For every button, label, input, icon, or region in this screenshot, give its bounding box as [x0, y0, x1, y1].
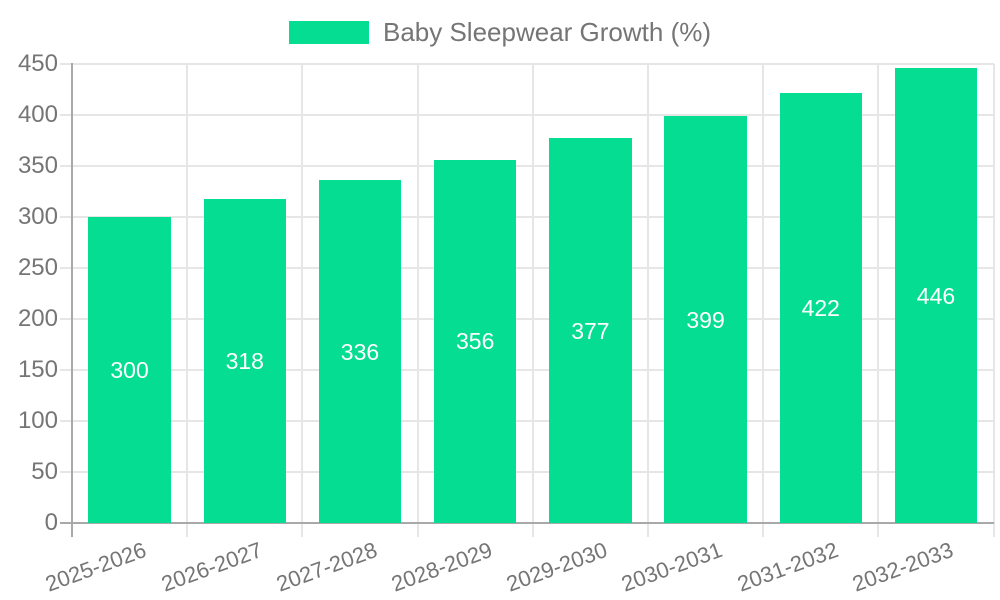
v-gridline: [877, 64, 880, 523]
y-tick-mark: [60, 63, 72, 65]
legend-label: Baby Sleepwear Growth (%): [382, 17, 712, 47]
y-tick-mark: [60, 420, 72, 422]
v-gridline: [992, 64, 995, 523]
y-tick-mark: [60, 216, 72, 218]
x-tick-mark: [301, 523, 304, 537]
y-tick-label: 450: [17, 50, 58, 77]
bar-2032-2033: 446: [894, 68, 978, 523]
bar-2026-2027: 318: [203, 198, 286, 523]
x-tick-label: 2026-2027: [157, 537, 266, 597]
v-gridline: [186, 64, 189, 523]
x-tick-label: 2025-2026: [42, 537, 150, 597]
bar-value-label: 356: [456, 328, 495, 355]
y-axis-line: [71, 63, 73, 537]
bar-2027-2028: 336: [318, 180, 402, 523]
bar-2031-2032: 422: [779, 92, 862, 523]
bar-2030-2031: 399: [664, 116, 747, 523]
y-tick-label: 300: [17, 203, 58, 230]
bar-value-label: 422: [801, 294, 840, 321]
y-tick-label: 350: [17, 152, 58, 179]
x-axis-line: [60, 522, 994, 524]
x-tick-label: 2028-2029: [387, 537, 496, 597]
x-tick-mark: [992, 523, 995, 537]
bar-2025-2026: 300: [88, 217, 171, 523]
bar-value-label: 446: [916, 282, 956, 309]
bar-2029-2030: 377: [549, 138, 632, 523]
bar-value-label: 300: [110, 357, 149, 383]
x-tick-label: 2032-2033: [848, 537, 957, 597]
y-tick-mark: [60, 114, 72, 116]
y-tick-mark: [60, 318, 72, 320]
x-tick-mark: [416, 523, 419, 537]
y-tick-label: 50: [31, 458, 58, 485]
x-tick-mark: [531, 523, 534, 537]
x-tick-label: 2027-2028: [272, 537, 381, 597]
y-tick-mark: [60, 471, 72, 473]
bar-value-label: 399: [686, 306, 725, 333]
y-tick-label: 250: [17, 254, 58, 281]
y-tick-label: 0: [44, 509, 58, 536]
v-gridline: [647, 64, 649, 523]
legend-swatch: [288, 20, 369, 44]
y-tick-mark: [60, 267, 72, 269]
x-tick-label: 2029-2030: [503, 537, 611, 597]
bar-2028-2029: 356: [434, 159, 517, 523]
bar-value-label: 377: [571, 317, 610, 344]
x-tick-mark: [877, 523, 880, 537]
bar-value-label: 318: [225, 347, 264, 374]
v-gridline: [416, 64, 419, 523]
y-tick-label: 200: [17, 305, 58, 332]
x-tick-mark: [762, 523, 765, 537]
y-tick-label: 150: [17, 356, 58, 383]
v-gridline: [301, 64, 304, 523]
bar-value-label: 336: [340, 338, 380, 365]
y-tick-mark: [60, 165, 72, 167]
y-tick-mark: [60, 369, 72, 371]
y-tick-label: 100: [17, 407, 58, 434]
legend-item[interactable]: Baby Sleepwear Growth (%): [0, 17, 1000, 47]
x-tick-label: 2031-2032: [733, 537, 842, 597]
x-tick-mark: [647, 523, 649, 537]
v-gridline: [531, 64, 534, 523]
x-tick-mark: [186, 523, 189, 537]
v-gridline: [762, 64, 765, 523]
x-tick-label: 2030-2031: [618, 537, 726, 597]
y-tick-label: 400: [17, 101, 58, 128]
